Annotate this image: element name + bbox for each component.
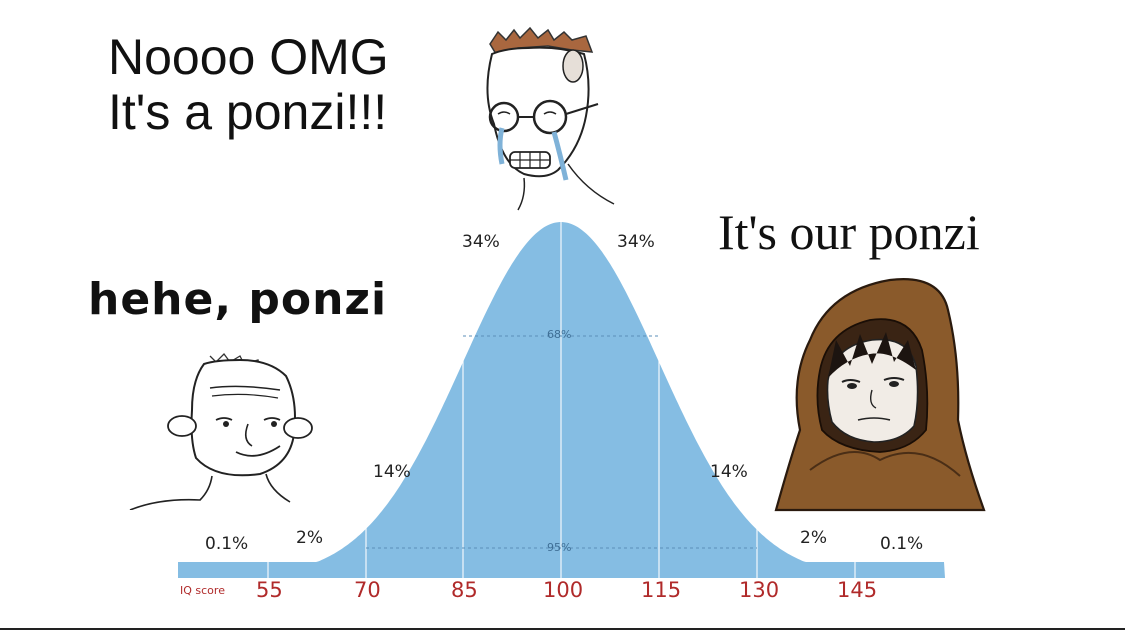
pct-left-14: 14% <box>373 462 411 482</box>
tick-145: 145 <box>837 578 878 602</box>
caption-right: It's our ponzi <box>718 204 980 260</box>
pct-left-2: 2% <box>296 528 323 548</box>
tick-115: 115 <box>641 578 682 602</box>
smug-wojak <box>129 353 313 510</box>
bottom-border <box>0 628 1125 630</box>
pct-far-left: 0.1% <box>205 534 249 554</box>
caption-top: Noooo OMG It's a ponzi!!! <box>108 29 389 140</box>
pct-right-14: 14% <box>710 462 748 482</box>
label-95: 95% <box>547 541 572 554</box>
tick-100: 100 <box>543 578 584 602</box>
pct-far-right: 0.1% <box>880 534 924 554</box>
pct-right-34: 34% <box>617 232 655 252</box>
tick-85: 85 <box>451 578 478 602</box>
iq-axis-label: IQ score <box>180 584 225 597</box>
caption-left: hehe, ponzi <box>88 274 388 325</box>
pct-left-34: 34% <box>462 232 500 252</box>
tick-70: 70 <box>354 578 381 602</box>
pct-right-2: 2% <box>800 528 827 548</box>
crying-glasses-wojak <box>486 26 615 211</box>
tick-55: 55 <box>256 578 283 602</box>
hooded-monk <box>774 278 986 512</box>
tick-130: 130 <box>739 578 780 602</box>
label-68: 68% <box>547 328 572 341</box>
